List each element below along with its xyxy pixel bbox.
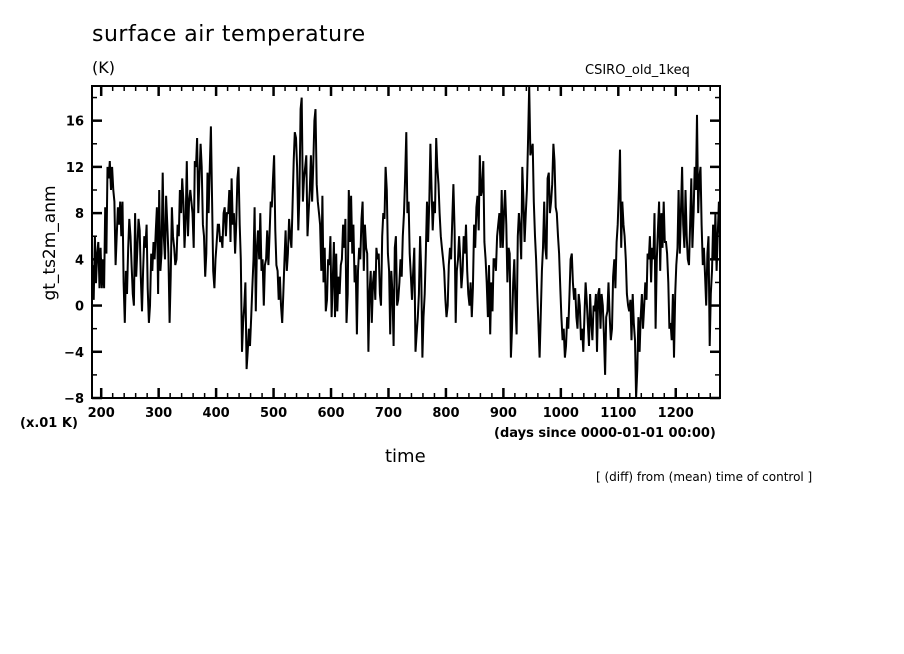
x-tick-label: 1000: [543, 406, 579, 421]
chart-title: surface air temperature: [92, 22, 366, 47]
x-tick-label: 600: [317, 406, 344, 421]
x-tick-label: 400: [203, 406, 230, 421]
y-tick-label: 8: [75, 207, 84, 222]
x-tick-label: 1100: [600, 406, 636, 421]
x-tick-label: 1200: [658, 406, 694, 421]
y-tick-label: 12: [66, 161, 84, 176]
y-tick-label: −8: [64, 392, 84, 407]
x-tick-label: 700: [375, 406, 402, 421]
y-scale-note: (x.01 K): [20, 416, 78, 431]
chart-units: (K): [92, 58, 115, 77]
y-tick-label: 0: [75, 300, 84, 315]
tick-labels: 200 300 400 500 600 700 800 900 1000 1100 1200 −8 −4…: [64, 115, 694, 421]
dataset-label: CSIRO_old_1keq: [585, 63, 690, 78]
x-tick-label: 200: [88, 406, 115, 421]
x-axis-label: time: [385, 446, 426, 467]
footnote: [ (diff) from (mean) time of control ]: [596, 470, 813, 484]
x-tick-label: 300: [145, 406, 172, 421]
y-tick-label: 16: [66, 115, 84, 130]
x-tick-label: 900: [490, 406, 517, 421]
plot-frame: [91, 85, 721, 399]
y-tick-label: 4: [75, 253, 84, 268]
x-axis-units: (days since 0000-01-01 00:00): [494, 426, 716, 441]
series-line-gt_ts2m_anm: [91, 85, 721, 399]
y-tick-label: −4: [64, 346, 84, 361]
x-tick-label: 800: [432, 406, 459, 421]
x-tick-label: 500: [260, 406, 287, 421]
